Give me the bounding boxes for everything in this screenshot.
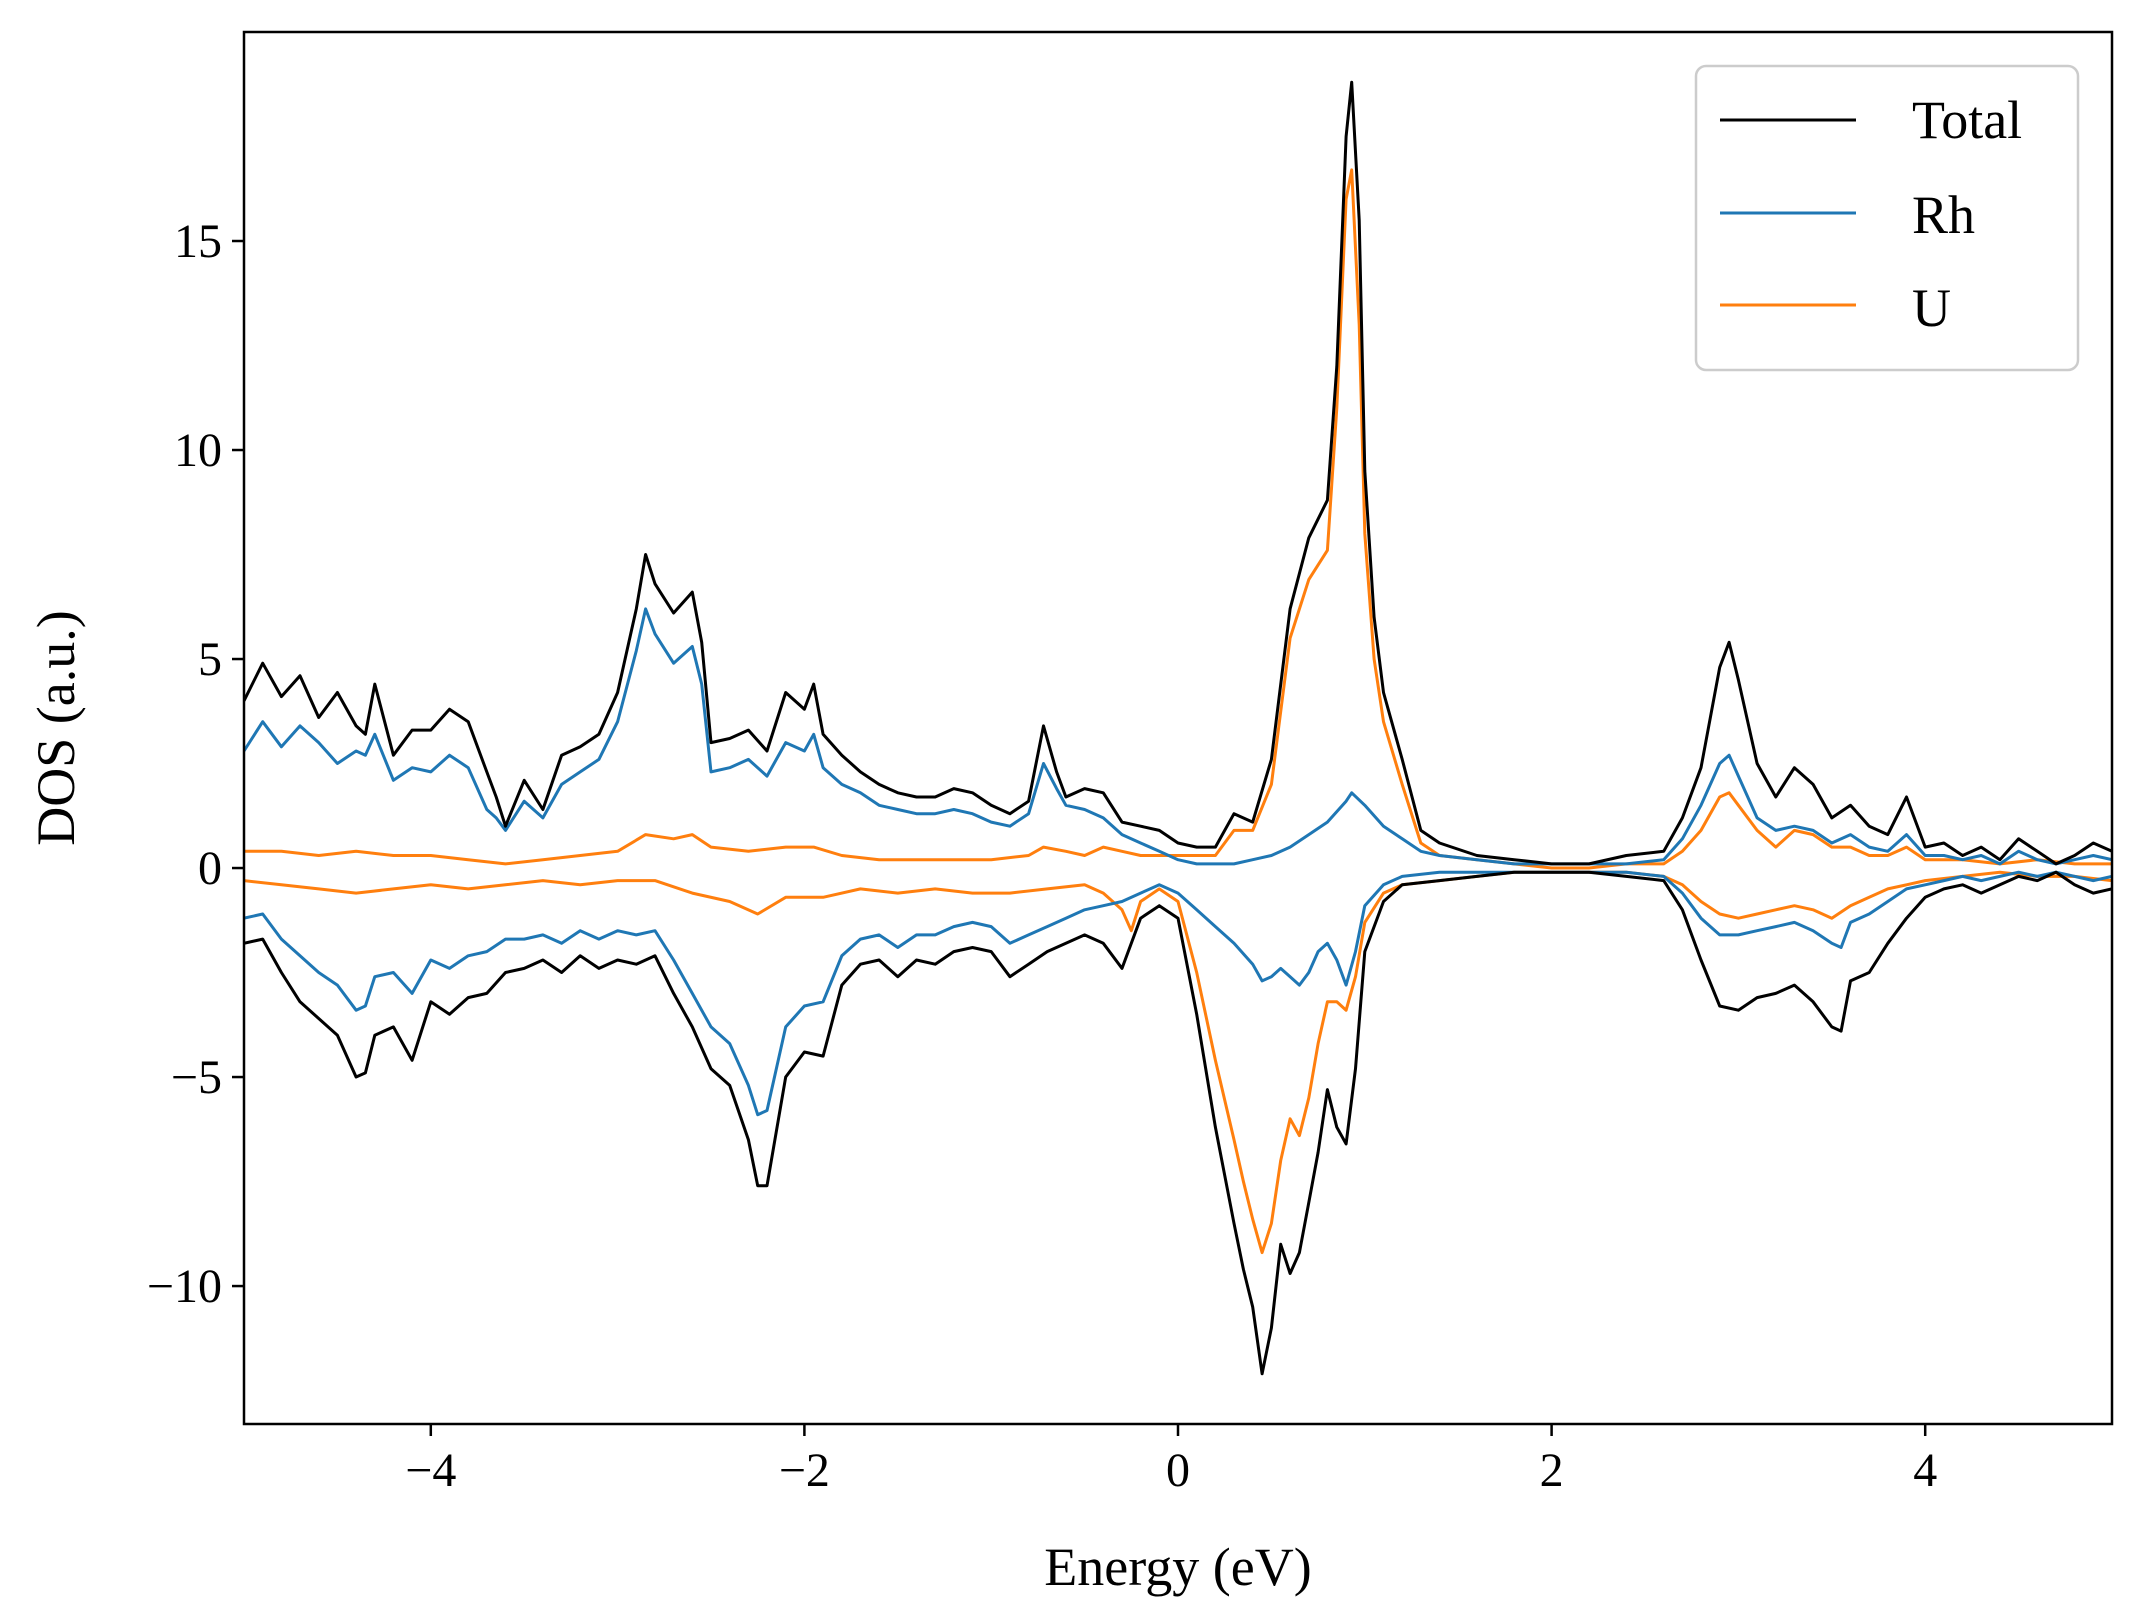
ticks-layer: −4 −2 0 2 4 −10 −5 0 5 10 15 <box>147 215 1937 1497</box>
x-tick-label: 0 <box>1166 1444 1190 1497</box>
y-tick-label: −10 <box>147 1260 222 1313</box>
y-tick-label: 5 <box>198 633 222 686</box>
legend: Total Rh U <box>1694 64 2080 372</box>
y-tick-label: 15 <box>174 215 222 268</box>
y-axis-label: DOS (a.u.) <box>26 610 86 845</box>
legend-box <box>1694 64 2080 372</box>
legend-label-rh: Rh <box>1912 185 1975 245</box>
series-line-u-down <box>244 870 2112 1255</box>
series-layer <box>244 80 2112 1376</box>
y-tick-label: 10 <box>174 424 222 477</box>
series-line-rh-down <box>244 870 2112 1117</box>
series-line-rh-up <box>244 607 2112 866</box>
y-tick-label: 0 <box>198 842 222 895</box>
y-tick-label: −5 <box>171 1051 222 1104</box>
legend-label-total: Total <box>1912 90 2022 150</box>
x-tick-label: −4 <box>405 1444 456 1497</box>
x-tick-label: 2 <box>1540 1444 1564 1497</box>
x-tick-label: 4 <box>1913 1444 1937 1497</box>
x-axis-label: Energy (eV) <box>1044 1537 1311 1597</box>
x-tick-label: −2 <box>779 1444 830 1497</box>
series-line-total-down <box>244 870 2112 1376</box>
series-line-u-up <box>244 168 2112 870</box>
series-line-total-up <box>244 80 2112 866</box>
legend-label-u: U <box>1912 278 1951 338</box>
